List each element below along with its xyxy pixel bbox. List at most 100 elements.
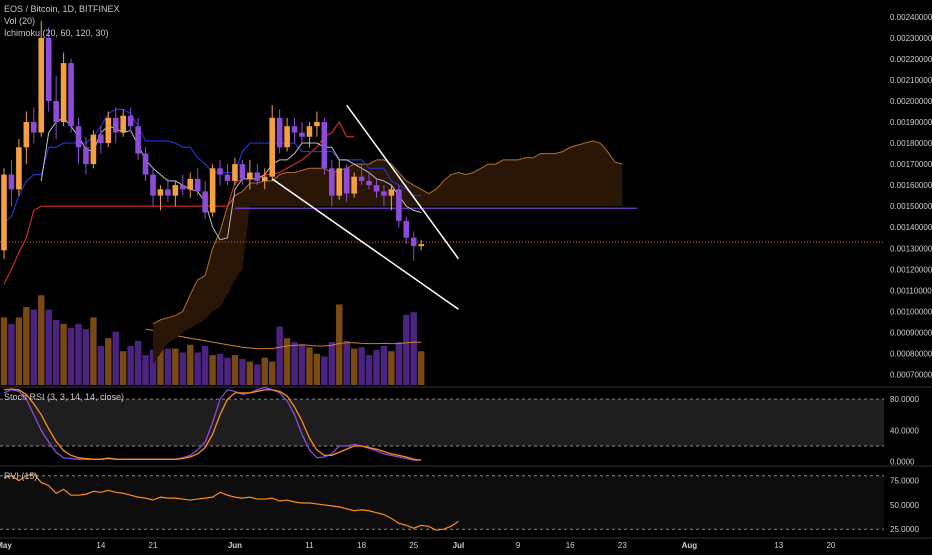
volume-bar (365, 355, 373, 385)
candle (38, 21, 45, 137)
candle-body (254, 172, 261, 181)
candle-body (373, 185, 380, 192)
candle (90, 130, 97, 169)
volume-bar (67, 327, 75, 385)
candle-body (38, 37, 45, 133)
volume-bar (52, 320, 60, 385)
candle-body (1, 174, 7, 251)
symbol-legend: EOS / Bitcoin, 1D, BITFINEX Vol (20) Ich… (4, 3, 120, 39)
volume-bar (97, 346, 105, 385)
x-axis-tick-label: 16 (566, 541, 575, 550)
candle (16, 138, 22, 196)
volume-bar (187, 344, 194, 385)
volume-bar (410, 312, 417, 385)
candle (299, 122, 305, 144)
candle-body (291, 126, 298, 133)
trendline (346, 104, 460, 260)
volume-bar (395, 342, 403, 385)
x-axis-tick-label: 13 (774, 541, 783, 550)
volume-bar (0, 317, 8, 385)
candle (291, 117, 298, 144)
volume-bar (209, 355, 216, 385)
volume-bar (269, 361, 276, 385)
candle-body (90, 134, 97, 165)
trendline (271, 178, 459, 310)
candle-body (418, 244, 424, 247)
candle (232, 157, 238, 186)
price-axis-tick-label: 0.00110000 (890, 286, 932, 295)
candle (45, 27, 52, 112)
candle-body (202, 191, 208, 213)
candle (358, 164, 365, 186)
candle (157, 185, 164, 211)
candle-body (410, 237, 417, 247)
candle-body (105, 117, 112, 144)
candle-body (194, 178, 201, 192)
volume-bar (23, 307, 30, 385)
candle-body (329, 168, 335, 196)
candle (276, 109, 283, 154)
candle (321, 117, 328, 175)
candle-body (366, 180, 372, 186)
candle-body (284, 126, 290, 148)
candle (343, 164, 350, 202)
volume-bar (306, 347, 313, 385)
volume-bar (201, 346, 209, 385)
candle-body (336, 168, 343, 196)
stoch-band (0, 399, 884, 447)
candle-body (165, 189, 171, 196)
price-axis-tick-label: 0.00230000 (890, 34, 932, 43)
stoch-d-line (3, 388, 422, 461)
volume-bar (105, 338, 112, 385)
candle (83, 136, 89, 175)
price-axis-tick-label: 0.00190000 (890, 118, 932, 127)
volume-bar (179, 352, 186, 385)
candle-body (53, 100, 59, 123)
candle (1, 168, 7, 259)
candle-body (68, 63, 74, 127)
candle-body (172, 185, 179, 196)
volume-bar (112, 331, 119, 385)
volume-bar (224, 357, 231, 385)
rvi-axis-tick-label: 75.0000 (890, 477, 919, 486)
price-axis-tick-label: 0.00160000 (890, 181, 932, 190)
volume-bar (38, 295, 45, 385)
x-axis-tick-label: 25 (409, 541, 418, 550)
candle (180, 174, 186, 196)
price-axis-tick-label: 0.00080000 (890, 349, 932, 358)
candle (314, 111, 320, 137)
volume-bar (350, 348, 358, 385)
volume-bar (164, 348, 172, 385)
candle-body (60, 63, 67, 123)
volume-bar (45, 309, 52, 385)
price-axis-tick-label: 0.00090000 (890, 328, 932, 337)
candle (373, 178, 380, 198)
candle-body (321, 122, 328, 169)
candle (135, 117, 141, 160)
candle-body (388, 189, 395, 196)
volume-bar (358, 347, 365, 385)
candle-body (209, 168, 216, 213)
volume-bar (82, 329, 90, 385)
volume-bar (60, 323, 67, 385)
candle-body (343, 168, 350, 194)
rvi-axis-tick-label: 25.0000 (890, 525, 919, 534)
candle-body (31, 122, 37, 133)
candle-body (98, 134, 104, 144)
x-axis-tick-label: Aug (682, 541, 698, 550)
volume-bar (142, 355, 149, 385)
candle-body (239, 164, 246, 179)
candle-body (306, 126, 313, 137)
candle (396, 185, 402, 228)
x-axis-tick-label: Jul (453, 541, 465, 550)
volume-bar (298, 344, 306, 385)
candle (351, 172, 357, 198)
volume-bar (90, 317, 97, 385)
price-axis-tick-label: 0.00100000 (890, 307, 932, 316)
volume-bar (418, 351, 425, 385)
candle (366, 172, 372, 190)
candle-body (112, 117, 119, 133)
volume-bar (261, 357, 268, 385)
